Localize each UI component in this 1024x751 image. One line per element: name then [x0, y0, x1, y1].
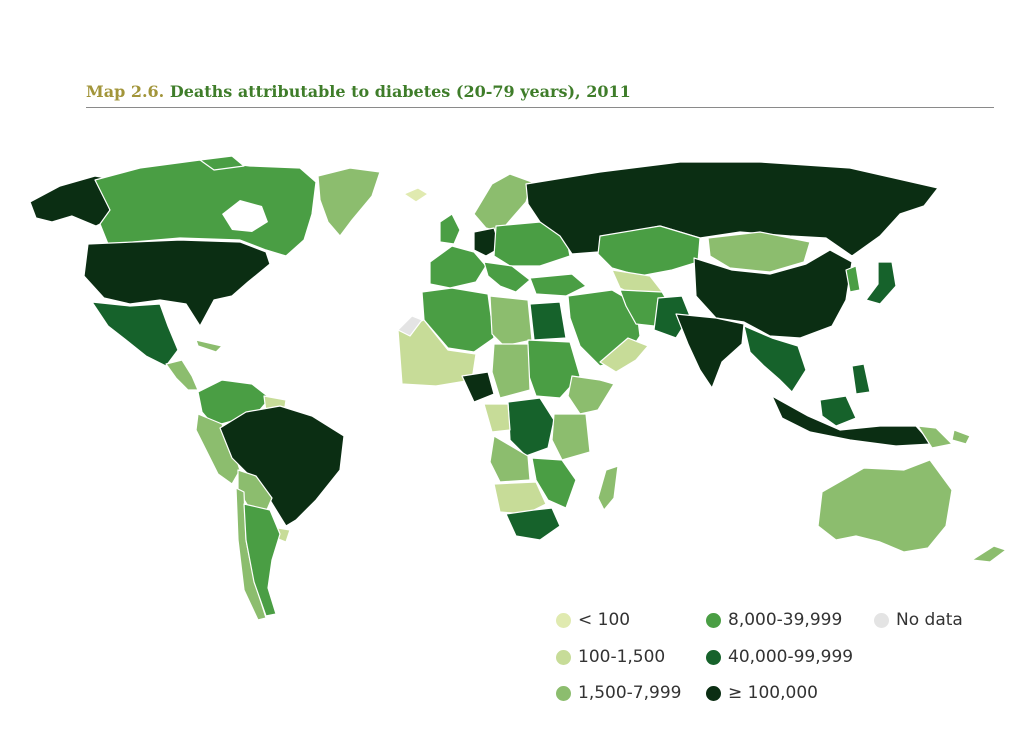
- map-title: Map 2.6. Deaths attributable to diabetes…: [86, 82, 631, 101]
- region-japan: [865, 261, 897, 305]
- region-russia: [525, 161, 939, 257]
- region-uk: [439, 213, 461, 245]
- region-iceland: [403, 187, 429, 203]
- region-angola: [489, 435, 531, 483]
- region-new-zealand: [971, 545, 1007, 563]
- region-libya: [489, 295, 533, 347]
- region-arctic-islands: [199, 155, 245, 171]
- region-greenland: [317, 167, 381, 237]
- region-turkey: [529, 273, 587, 297]
- legend-item-gte100000: ≥ 100,000: [706, 683, 818, 703]
- region-korea: [845, 265, 861, 293]
- region-southern-europe: [483, 261, 531, 293]
- region-caribbean: [195, 339, 223, 353]
- legend-item-1500-7999: 1,500-7,999: [556, 683, 681, 703]
- legend-swatch-8000-39999: [706, 612, 721, 628]
- legend-item-no-data: No data: [874, 610, 963, 630]
- legend-label-gte100000: ≥ 100,000: [728, 683, 818, 703]
- region-india: [675, 313, 745, 389]
- region-western-europe: [429, 245, 487, 289]
- legend-item-40000-99999: 40,000-99,999: [706, 647, 853, 667]
- legend: < 100 100-1,500 1,500-7,999 8,000-39,999…: [556, 610, 986, 710]
- region-western-sahara: [397, 315, 423, 337]
- legend-item-100-1500: 100-1,500: [556, 647, 665, 667]
- region-egypt: [529, 301, 567, 341]
- legend-swatch-1500-7999: [556, 685, 571, 701]
- region-usa: [83, 239, 271, 327]
- region-drc: [507, 397, 555, 457]
- region-mozambique: [531, 457, 577, 509]
- region-mexico: [91, 301, 179, 367]
- region-borneo: [819, 395, 857, 427]
- region-oman-yemen: [599, 337, 649, 373]
- region-australia: [817, 459, 953, 553]
- region-namibia: [493, 481, 547, 515]
- map-title-bar: Map 2.6. Deaths attributable to diabetes…: [86, 82, 994, 108]
- legend-label-100-1500: 100-1,500: [578, 647, 666, 667]
- region-png: [917, 425, 953, 449]
- legend-swatch-40000-99999: [706, 649, 721, 665]
- legend-label-lt100: < 100: [578, 610, 631, 630]
- legend-label-no-data: No data: [896, 610, 963, 630]
- legend-item-lt100: < 100: [556, 610, 630, 630]
- region-kazakhstan: [597, 225, 701, 277]
- region-central-africa: [491, 343, 531, 399]
- legend-label-8000-39999: 8,000-39,999: [728, 610, 843, 630]
- region-southeast-asia: [743, 325, 807, 393]
- map-number: Map 2.6.: [86, 82, 165, 101]
- region-indonesia: [771, 395, 933, 447]
- region-horn-of-africa: [567, 375, 615, 415]
- region-philippines: [851, 363, 871, 395]
- legend-swatch-gte100000: [706, 685, 721, 701]
- region-central-america: [165, 359, 199, 391]
- region-sahel: [397, 319, 477, 387]
- legend-swatch-no-data: [874, 612, 889, 628]
- legend-swatch-lt100: [556, 612, 571, 628]
- region-south-africa: [505, 507, 561, 541]
- region-mongolia: [707, 231, 811, 273]
- region-pacific-islands: [951, 429, 971, 445]
- legend-label-40000-99999: 40,000-99,999: [728, 647, 854, 667]
- region-east-africa: [551, 413, 591, 461]
- region-germany: [473, 227, 501, 257]
- map-title-text: Deaths attributable to diabetes (20-79 y…: [169, 82, 631, 101]
- hudson-bay: [222, 200, 268, 232]
- region-argentina: [243, 503, 281, 617]
- region-nigeria: [461, 371, 495, 403]
- legend-swatch-100-1500: [556, 649, 571, 665]
- region-gabon-cameroon: [483, 403, 511, 433]
- legend-item-8000-39999: 8,000-39,999: [706, 610, 842, 630]
- region-madagascar: [597, 465, 619, 511]
- legend-label-1500-7999: 1,500-7,999: [578, 683, 682, 703]
